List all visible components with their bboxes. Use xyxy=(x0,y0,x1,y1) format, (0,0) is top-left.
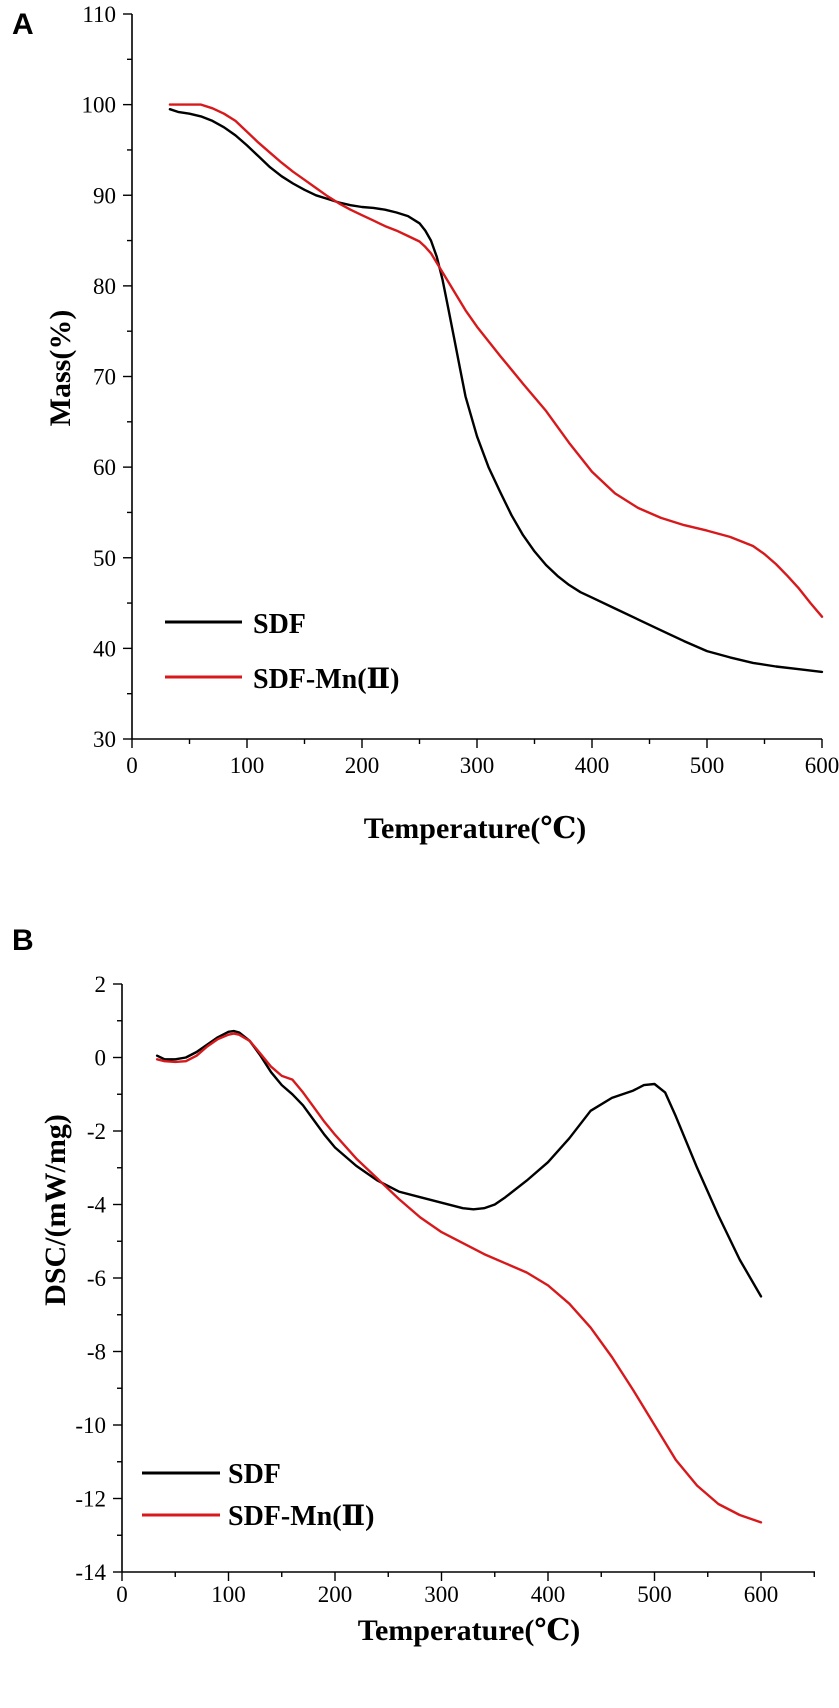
panel-b-y-tick-label: -6 xyxy=(87,1266,106,1291)
panel-a-y-tick-label: 80 xyxy=(93,274,116,299)
panel-a-series-sdf-line xyxy=(168,108,824,674)
panel-a-chart: A 30 40 50 60 70 80 90 100 110 0 100 200 300 400 500 60… xyxy=(12,2,839,845)
panel-a-x-tick-label: 100 xyxy=(230,753,265,778)
panel-b-legend: SDF SDF-Mn(Ⅱ) xyxy=(142,1459,374,1532)
panel-b-series-sdf-mn-line xyxy=(155,1032,763,1524)
panel-b-y-tick-label: -12 xyxy=(75,1487,106,1512)
panel-b-y-tick-label: -10 xyxy=(75,1413,106,1438)
panel-a-y-tick-label: 60 xyxy=(93,455,116,480)
panel-a-x-axis-title: Temperature(℃) xyxy=(364,812,587,845)
panel-b-x-axis-title: Temperature(℃) xyxy=(358,1614,581,1647)
panel-b-legend-sdf-label: SDF xyxy=(228,1459,281,1490)
panel-a-legend: SDF SDF-Mn(Ⅱ) xyxy=(165,609,399,695)
panel-b-x-tick-label: 600 xyxy=(744,1582,779,1607)
panel-a-x-tick-label: 600 xyxy=(805,753,839,778)
panel-a-y-axis-title: Mass(%) xyxy=(44,310,77,427)
panel-b-series-sdf-line xyxy=(155,1029,763,1298)
panel-a-y-tick-label: 70 xyxy=(93,365,116,390)
panel-b-x-tick-label: 0 xyxy=(116,1582,128,1607)
panel-a-y-tick-label: 110 xyxy=(82,2,116,27)
panel-a-y-tick-label: 40 xyxy=(93,636,116,661)
panel-a-y-tick-label: 90 xyxy=(93,183,116,208)
panel-b-y-axis-title: DSC/(mW/mg) xyxy=(39,1114,72,1306)
panel-b-y-tick-label: -8 xyxy=(87,1340,106,1365)
panel-b-chart: B -14 -12 -10 -8 -6 -4 -2 0 2 0 100 200 300 400 500 600… xyxy=(12,924,815,1647)
panel-a-x-tick-label: 300 xyxy=(460,753,495,778)
panel-a-legend-sdf-label: SDF xyxy=(253,609,306,640)
panel-a-series-sdf-mn-line xyxy=(168,103,824,618)
panel-b-x-tick-label: 300 xyxy=(424,1582,459,1607)
panel-b-x-tick-label: 400 xyxy=(531,1582,566,1607)
panel-b-y-tick-label: 2 xyxy=(95,972,107,997)
panel-b-y-tick-label: -4 xyxy=(87,1193,107,1218)
panel-a-x-tick-label: 500 xyxy=(690,753,725,778)
panel-a-x-tick-label: 400 xyxy=(575,753,610,778)
panel-b-y-tick-label: -14 xyxy=(75,1560,106,1585)
panel-b-y-tick-label: -2 xyxy=(87,1119,106,1144)
panel-b-x-tick-label: 100 xyxy=(211,1582,246,1607)
panel-a-y-tick-label: 50 xyxy=(93,546,116,571)
panel-a-y-tick-label: 100 xyxy=(82,93,117,118)
panel-a-legend-sdf-mn-label: SDF-Mn(Ⅱ) xyxy=(253,664,399,695)
panel-a-y-tick-label: 30 xyxy=(93,727,116,752)
panel-a-x-tick-label: 0 xyxy=(126,753,138,778)
panel-b-legend-sdf-mn-label: SDF-Mn(Ⅱ) xyxy=(228,1501,374,1532)
panel-b-label: B xyxy=(12,924,34,957)
panel-b-x-tick-label: 200 xyxy=(318,1582,353,1607)
panel-a-label: A xyxy=(12,8,34,41)
panel-a-x-tick-label: 200 xyxy=(345,753,380,778)
panel-b-y-tick-label: 0 xyxy=(95,1046,107,1071)
panel-b-x-tick-label: 500 xyxy=(637,1582,672,1607)
